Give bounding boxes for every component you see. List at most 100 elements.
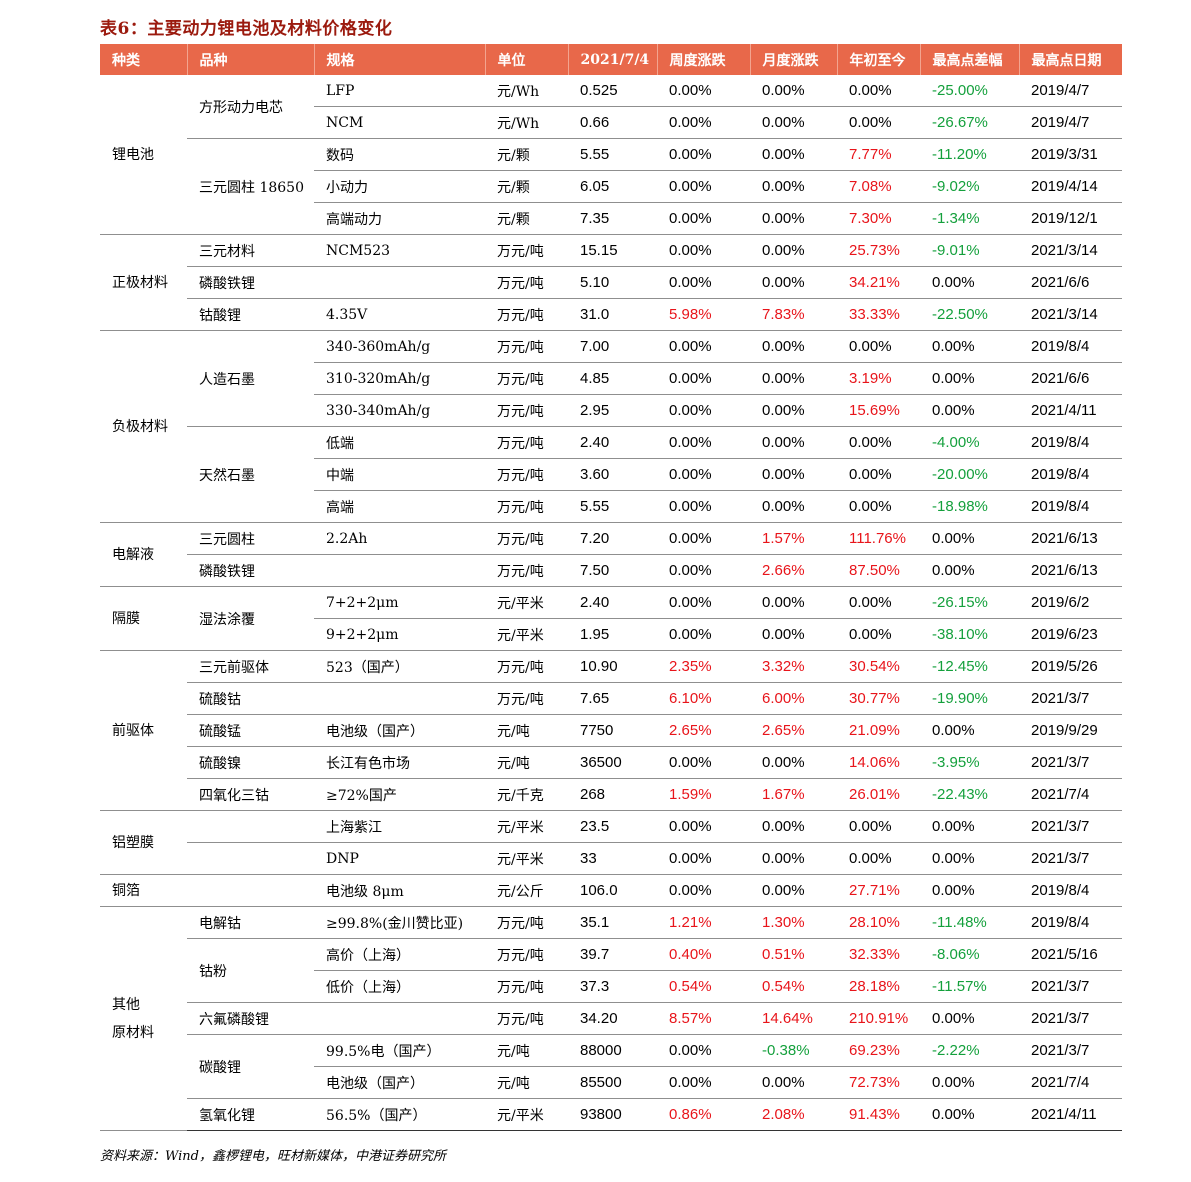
price-cell: 6.05 <box>568 170 657 203</box>
peak-gap-cell: -22.43% <box>920 778 1019 811</box>
header-variety: 品种 <box>186 44 314 75</box>
unit-cell: 万元/吨 <box>485 426 568 459</box>
peak-gap-cell: -22.50% <box>920 298 1019 331</box>
week-change-cell: 0.00% <box>657 106 750 139</box>
variety-cell: 硫酸钴 <box>187 682 314 715</box>
ytd-cell: 7.77% <box>837 138 920 171</box>
ytd-cell: 0.00% <box>837 842 920 875</box>
table-header-row: 种类 品种 规格 单位 2021/7/4 周度涨跌 月度涨跌 年初至今 最高点差… <box>100 44 1122 75</box>
peak-gap-cell: -8.06% <box>920 938 1019 971</box>
week-change-cell: 0.00% <box>657 490 750 523</box>
table-row: 铝塑膜 上海紫江 元/平米 23.5 0.00% 0.00% 0.00% 0.00% 2021/… <box>100 810 1122 875</box>
peak-date-cell: 2021/3/7 <box>1019 810 1122 843</box>
price-cell: 2.40 <box>568 586 657 619</box>
ytd-cell: 0.00% <box>837 106 920 139</box>
week-change-cell: 0.00% <box>657 138 750 171</box>
spec-cell: 高价（上海） <box>314 938 485 971</box>
price-cell: 15.15 <box>568 234 657 267</box>
ytd-cell: 0.00% <box>837 586 920 619</box>
spec-cell: 小动力 <box>314 170 485 203</box>
ytd-cell: 0.00% <box>837 490 920 523</box>
unit-cell: 元/平米 <box>485 618 568 651</box>
month-change-cell: 0.00% <box>750 458 837 491</box>
spec-cell: NCM <box>314 106 485 139</box>
spec-cell <box>314 1002 485 1035</box>
peak-date-cell: 2021/7/4 <box>1019 778 1122 811</box>
unit-cell: 万元/吨 <box>485 970 568 1003</box>
peak-gap-cell: -38.10% <box>920 618 1019 651</box>
ytd-cell: 210.91% <box>837 1002 920 1035</box>
header-month-change: 月度涨跌 <box>749 44 837 75</box>
table-title: 表6：主要动力锂电池及材料价格变化 <box>100 19 393 39</box>
ytd-cell: 27.71% <box>837 874 920 907</box>
peak-gap-cell: 0.00% <box>920 842 1019 875</box>
header-spec: 规格 <box>313 44 485 75</box>
peak-gap-cell: 0.00% <box>920 522 1019 555</box>
peak-gap-cell: -19.90% <box>920 682 1019 715</box>
peak-date-cell: 2019/3/31 <box>1019 138 1122 171</box>
week-change-cell: 0.00% <box>657 874 750 907</box>
week-change-cell: 0.00% <box>657 330 750 363</box>
table-row: 磷酸铁锂 万元/吨 7.50 0.00% 2.66% 87.50% 0.00% 2021/6/… <box>100 554 1122 587</box>
ytd-cell: 28.10% <box>837 906 920 939</box>
peak-date-cell: 2019/8/4 <box>1019 490 1122 523</box>
price-cell: 7.00 <box>568 330 657 363</box>
peak-date-cell: 2021/3/14 <box>1019 234 1122 267</box>
month-change-cell: 2.08% <box>750 1098 837 1131</box>
category-cell: 锂电池 <box>100 75 187 235</box>
week-change-cell: 0.00% <box>657 458 750 491</box>
category-cell: 正极材料 <box>100 234 187 331</box>
spec-cell: LFP <box>314 75 485 107</box>
week-change-cell: 2.65% <box>657 714 750 747</box>
price-cell: 36500 <box>568 746 657 779</box>
table-row: 正极材料 三元材料 NCM523 万元/吨 15.15 0.00% 0.00% 25.73% -… <box>100 234 1122 331</box>
spec-cell: 523（国产） <box>314 650 485 683</box>
month-change-cell: 0.00% <box>750 170 837 203</box>
week-change-cell: 0.00% <box>657 842 750 875</box>
month-change-cell: 7.83% <box>750 298 837 331</box>
week-change-cell: 0.86% <box>657 1098 750 1131</box>
header-peak-date: 最高点日期 <box>1018 44 1122 75</box>
peak-gap-cell: -9.02% <box>920 170 1019 203</box>
variety-cell: 四氧化三钴 <box>187 778 314 811</box>
week-change-cell: 6.10% <box>657 682 750 715</box>
price-cell: 31.0 <box>568 298 657 331</box>
unit-cell: 元/吨 <box>485 1034 568 1067</box>
peak-gap-cell: 0.00% <box>920 874 1019 907</box>
month-change-cell: 0.00% <box>750 810 837 843</box>
week-change-cell: 0.40% <box>657 938 750 971</box>
header-week-change: 周度涨跌 <box>656 44 750 75</box>
peak-gap-cell: -11.20% <box>920 138 1019 171</box>
peak-date-cell: 2021/3/7 <box>1019 1034 1122 1067</box>
week-change-cell: 0.00% <box>657 618 750 651</box>
table-body: 锂电池 方形动力电芯 LFP 元/Wh 0.525 0.00% 0.00% 0.00% -25.… <box>100 75 1122 1131</box>
month-change-cell: 0.00% <box>750 426 837 459</box>
variety-cell: 人造石墨 <box>187 330 314 427</box>
spec-cell: 上海紫江 <box>314 810 485 843</box>
ytd-cell: 0.00% <box>837 618 920 651</box>
table-row: 硫酸钴 万元/吨 7.65 6.10% 6.00% 30.77% -19.90% 2021/3… <box>100 682 1122 715</box>
month-change-cell: 0.00% <box>750 842 837 875</box>
unit-cell: 万元/吨 <box>485 554 568 587</box>
category-cell: 负极材料 <box>100 330 187 523</box>
category-cell: 铜箔 <box>100 874 187 907</box>
week-change-cell: 0.00% <box>657 1034 750 1067</box>
price-cell: 7.50 <box>568 554 657 587</box>
peak-date-cell: 2019/6/23 <box>1019 618 1122 651</box>
week-change-cell: 0.00% <box>657 170 750 203</box>
table-row: 电池级（国产） 元/吨 85500 0.00% 0.00% 72.73% 0.00% 2021… <box>100 1066 1122 1099</box>
week-change-cell: 0.00% <box>657 426 750 459</box>
peak-date-cell: 2021/6/13 <box>1019 554 1122 587</box>
month-change-cell: 0.00% <box>750 106 837 139</box>
ytd-cell: 34.21% <box>837 266 920 299</box>
week-change-cell: 0.00% <box>657 266 750 299</box>
table-row: 碳酸锂 99.5%电（国产） 元/吨 88000 0.00% -0.38% 69.23% -2… <box>100 1034 1122 1099</box>
peak-date-cell: 2019/4/7 <box>1019 106 1122 139</box>
unit-cell: 万元/吨 <box>485 330 568 363</box>
month-change-cell: 1.30% <box>750 906 837 939</box>
ytd-cell: 0.00% <box>837 426 920 459</box>
spec-cell: NCM523 <box>314 234 485 267</box>
table-row: 四氧化三钴 ≥72%国产 元/千克 268 1.59% 1.67% 26.01% -22.43… <box>100 778 1122 811</box>
price-cell: 2.95 <box>568 394 657 427</box>
unit-cell: 元/吨 <box>485 746 568 779</box>
